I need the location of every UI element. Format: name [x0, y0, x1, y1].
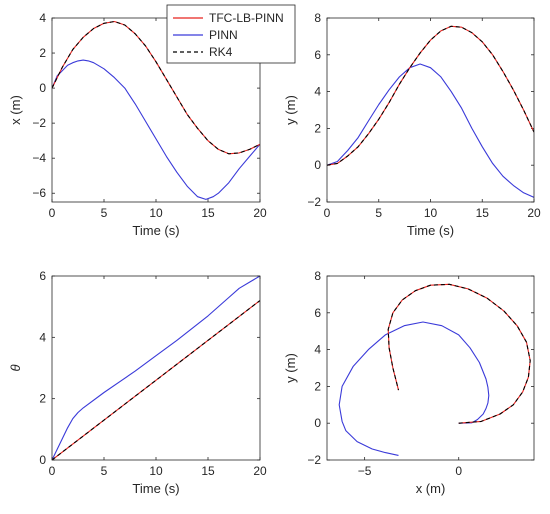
series-rk4: [387, 283, 531, 424]
y-tick-label: 2: [314, 379, 321, 393]
series-rk4: [52, 20, 260, 155]
y-tick-label: 4: [39, 330, 46, 344]
y-tick-label: 6: [314, 48, 321, 62]
x-tick-label: 0: [49, 206, 56, 220]
y-axis-label: θ: [8, 364, 23, 371]
x-tick-label: 10: [149, 206, 163, 220]
y-tick-label: −2: [307, 453, 321, 467]
y-tick-label: −6: [32, 186, 46, 200]
y-tick-label: 4: [39, 11, 46, 25]
x-tick-label: 0: [49, 464, 56, 478]
x-tick-label: 5: [101, 206, 108, 220]
x-tick-label: 0: [455, 464, 462, 478]
series-pinn: [52, 276, 260, 460]
y-tick-label: 6: [314, 306, 321, 320]
y-tick-label: 2: [39, 392, 46, 406]
x-tick-label: −5: [358, 464, 372, 478]
axes-frame: [51, 17, 261, 203]
legend-label: RK4: [209, 45, 233, 59]
y-tick-label: 0: [39, 453, 46, 467]
x-tick-label: 5: [101, 464, 108, 478]
legend: TFC-LB-PINN PINN RK4: [166, 4, 296, 64]
axes-frame: [51, 275, 261, 461]
y-axis-label: y (m): [283, 353, 298, 383]
x-tick-label: 20: [253, 464, 267, 478]
y-tick-label: 2: [39, 46, 46, 60]
x-tick-label: 10: [424, 206, 438, 220]
x-axis-label: Time (s): [132, 223, 179, 238]
y-tick-label: 0: [314, 158, 321, 172]
axes-frame: [326, 17, 535, 203]
x-tick-label: 15: [201, 206, 215, 220]
x-tick-label: 20: [253, 206, 267, 220]
y-tick-label: −2: [32, 116, 46, 130]
y-tick-label: 6: [39, 269, 46, 283]
plot-area: [52, 276, 260, 460]
y-tick-label: 4: [314, 343, 321, 357]
y-tick-label: 8: [314, 269, 321, 283]
plot-area: [327, 18, 534, 202]
x-axis-label: Time (s): [132, 481, 179, 496]
y-tick-label: −2: [307, 195, 321, 209]
y-axis-label: x (m): [8, 95, 23, 125]
y-tick-label: 4: [314, 85, 321, 99]
y-tick-label: 8: [314, 11, 321, 25]
x-axis-label: x (m): [416, 481, 446, 496]
legend-label: TFC-LB-PINN: [209, 11, 284, 25]
plot-area: [327, 276, 534, 460]
x-tick-label: 20: [527, 206, 541, 220]
x-tick-label: 15: [476, 206, 490, 220]
x-tick-label: 15: [201, 464, 215, 478]
x-axis-label: Time (s): [407, 223, 454, 238]
x-tick-label: 0: [324, 206, 331, 220]
series-pinn: [52, 59, 260, 200]
x-tick-label: 10: [149, 464, 163, 478]
y-tick-label: −4: [32, 151, 46, 165]
legend-box: [166, 4, 296, 64]
panel-3: 0 5 10 15 20 0 2 4 6 Time (s) θ: [8, 269, 267, 496]
y-tick-label: 0: [39, 81, 46, 95]
series-rk4: [327, 25, 534, 166]
series-pinn: [338, 321, 490, 456]
series-rk4: [52, 300, 260, 460]
y-tick-label: 0: [314, 416, 321, 430]
axes-frame: [326, 275, 535, 461]
legend-label: PINN: [209, 28, 238, 42]
y-axis-label: y (m): [283, 95, 298, 125]
series-pinn: [327, 63, 534, 198]
x-tick-label: 5: [375, 206, 382, 220]
y-tick-label: 2: [314, 121, 321, 135]
